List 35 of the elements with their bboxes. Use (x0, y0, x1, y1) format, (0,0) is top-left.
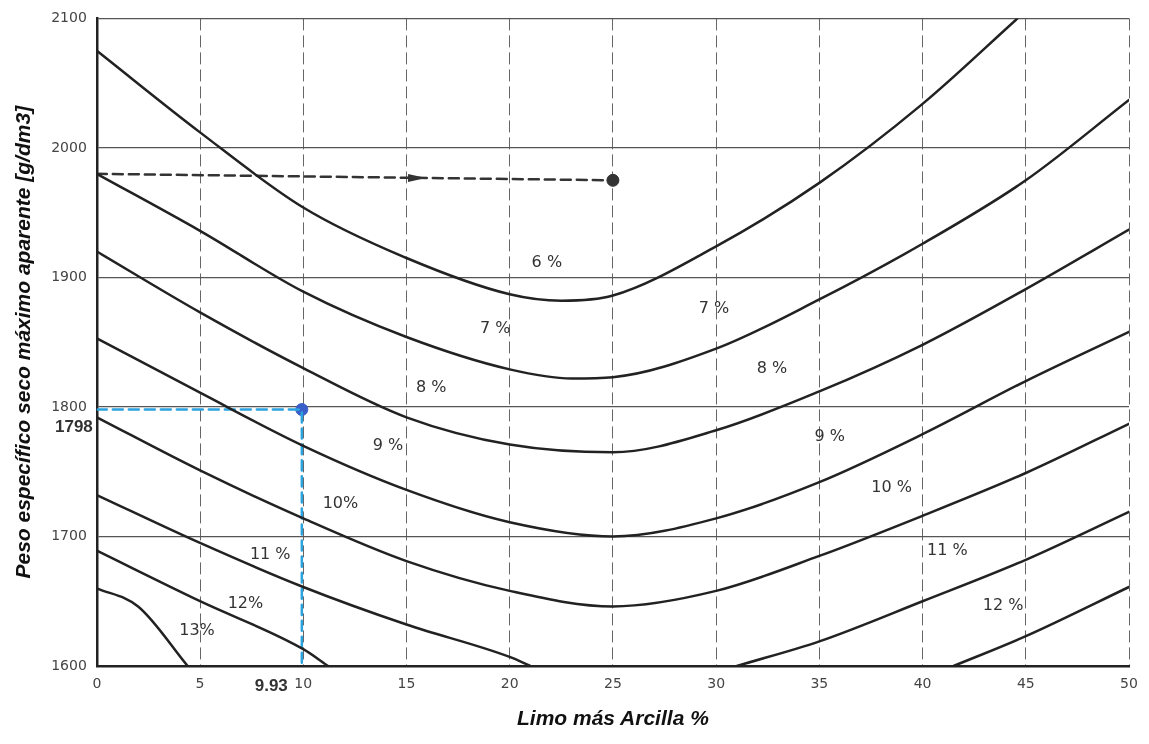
annotation: 10 % (871, 476, 912, 496)
y-tick-label: 2000 (51, 138, 87, 155)
series-label: 12% (227, 593, 264, 613)
x-tick-label: 35 (810, 675, 829, 692)
x-tick-label: 50 (1120, 675, 1138, 692)
annotation: 9 % (814, 426, 845, 446)
y-tick-label: 1700 (51, 527, 87, 544)
annotation: 1798 (55, 416, 93, 436)
series-label: 13% (179, 620, 215, 640)
x-tick-label: 20 (500, 675, 519, 692)
annotation: 11 % (927, 540, 968, 560)
x-tick-label: 30 (707, 675, 726, 692)
y-tick-label: 1900 (51, 268, 87, 285)
x-tick-label: 40 (913, 675, 932, 692)
annotation: 9.93 (254, 676, 288, 696)
y-axis-title: Peso específico seco máximo aparente [g/dm3] (11, 104, 35, 579)
x-tick-label: 45 (1016, 675, 1035, 692)
annotation: 7 % (698, 298, 730, 318)
y-tick-label: 2100 (51, 9, 87, 26)
x-tick-label: 0 (92, 675, 102, 692)
series-label: 7 % (480, 318, 511, 338)
x-tick-label: 15 (397, 675, 416, 692)
y-tick-label: 1600 (51, 656, 87, 673)
series-label: 6 % (531, 252, 563, 272)
x-tick-label: 10 (294, 675, 313, 692)
x-axis-title: Limo más Arcilla % (517, 706, 710, 730)
x-tick-label: 5 (195, 675, 205, 692)
annotation: 8 % (756, 358, 788, 378)
series-label: 11 % (249, 544, 291, 564)
series-label: 10% (322, 492, 359, 512)
series-label: 8 % (416, 377, 447, 397)
series-label: 9 % (372, 435, 404, 455)
annotation: 12 % (982, 594, 1024, 614)
x-tick-label: 25 (604, 675, 622, 692)
y-tick-label: 1800 (51, 397, 87, 414)
